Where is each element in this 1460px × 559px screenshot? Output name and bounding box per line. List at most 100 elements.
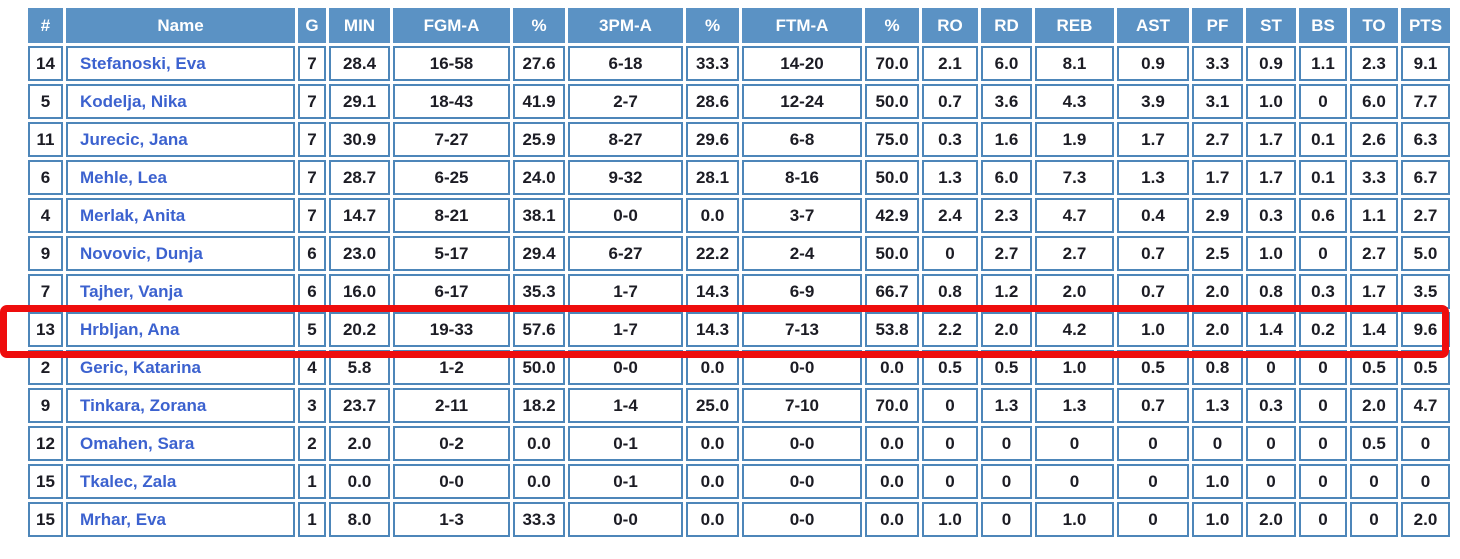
cell-fgma: 0-0: [393, 464, 510, 499]
cell-g: 7: [298, 84, 326, 119]
player-link[interactable]: Stefanoski, Eva: [80, 53, 206, 73]
cell-pf: 2.7: [1192, 122, 1243, 157]
column-header-min: MIN: [329, 8, 390, 43]
cell-ro: 0.5: [922, 350, 978, 385]
cell-fgpct: 25.9: [513, 122, 565, 157]
cell-bs: 0: [1299, 426, 1347, 461]
cell-ftma: 6-8: [742, 122, 862, 157]
cell-pf: 1.7: [1192, 160, 1243, 195]
cell-st: 1.0: [1246, 84, 1296, 119]
cell-tppct: 0.0: [686, 464, 739, 499]
table-body: 14 Stefanoski, Eva 7 28.4 16-58 27.6 6-18 33.3 1…: [28, 46, 1450, 537]
cell-num: 5: [28, 84, 63, 119]
cell-fgpct: 29.4: [513, 236, 565, 271]
cell-name: Tinkara, Zorana: [66, 388, 295, 423]
cell-bs: 0.1: [1299, 160, 1347, 195]
cell-rd: 3.6: [981, 84, 1032, 119]
table-row: 12 Omahen, Sara 2 2.0 0-2 0.0 0-1 0.0 0-0 0.0 0 0 0 0…: [28, 426, 1450, 461]
player-link[interactable]: Geric, Katarina: [80, 357, 201, 377]
cell-ast: 0.7: [1117, 236, 1189, 271]
cell-name: Novovic, Dunja: [66, 236, 295, 271]
cell-fgpct: 50.0: [513, 350, 565, 385]
cell-fgma: 6-25: [393, 160, 510, 195]
cell-num: 15: [28, 464, 63, 499]
cell-ftma: 6-9: [742, 274, 862, 309]
cell-pf: 0.8: [1192, 350, 1243, 385]
player-link[interactable]: Mehle, Lea: [80, 167, 167, 187]
cell-fgma: 1-2: [393, 350, 510, 385]
cell-bs: 0.1: [1299, 122, 1347, 157]
cell-rd: 1.3: [981, 388, 1032, 423]
cell-tpma: 1-4: [568, 388, 683, 423]
cell-reb: 0: [1035, 464, 1114, 499]
cell-fgma: 0-2: [393, 426, 510, 461]
player-link[interactable]: Novovic, Dunja: [80, 243, 203, 263]
cell-ro: 2.4: [922, 198, 978, 233]
player-link[interactable]: Kodelja, Nika: [80, 91, 187, 111]
cell-fgma: 16-58: [393, 46, 510, 81]
cell-fgma: 1-3: [393, 502, 510, 537]
cell-reb: 2.0: [1035, 274, 1114, 309]
cell-num: 7: [28, 274, 63, 309]
cell-ftma: 7-13: [742, 312, 862, 347]
player-link[interactable]: Tinkara, Zorana: [80, 395, 207, 415]
cell-g: 7: [298, 46, 326, 81]
cell-min: 23.0: [329, 236, 390, 271]
cell-pts: 0: [1401, 426, 1450, 461]
player-link[interactable]: Tkalec, Zala: [80, 471, 177, 491]
cell-bs: 0: [1299, 388, 1347, 423]
cell-ftma: 0-0: [742, 464, 862, 499]
cell-fgma: 5-17: [393, 236, 510, 271]
header-row: # Name G MIN FGM-A% 3PM-A% FTM-A% RO RD REB AST PF S…: [28, 8, 1450, 43]
cell-name: Tajher, Vanja: [66, 274, 295, 309]
cell-ftpct: 50.0: [865, 236, 919, 271]
cell-name: Merlak, Anita: [66, 198, 295, 233]
cell-pf: 0: [1192, 426, 1243, 461]
cell-ftpct: 70.0: [865, 388, 919, 423]
cell-ftpct: 50.0: [865, 160, 919, 195]
player-stats-table: # Name G MIN FGM-A% 3PM-A% FTM-A% RO RD REB AST PF S…: [25, 5, 1453, 540]
table-row: 5 Kodelja, Nika 7 29.1 18-43 41.9 2-7 28.6 12-24…: [28, 84, 1450, 119]
player-link[interactable]: Jurecic, Jana: [80, 129, 188, 149]
cell-min: 0.0: [329, 464, 390, 499]
cell-reb: 4.3: [1035, 84, 1114, 119]
cell-pts: 0.5: [1401, 350, 1450, 385]
cell-fgpct: 24.0: [513, 160, 565, 195]
column-header-ftpct: %: [865, 8, 919, 43]
cell-reb: 1.0: [1035, 350, 1114, 385]
player-link[interactable]: Tajher, Vanja: [80, 281, 183, 301]
cell-rd: 0: [981, 464, 1032, 499]
player-link[interactable]: Merlak, Anita: [80, 205, 186, 225]
cell-ro: 0: [922, 426, 978, 461]
column-header-to: TO: [1350, 8, 1398, 43]
cell-ftpct: 0.0: [865, 502, 919, 537]
cell-bs: 0: [1299, 464, 1347, 499]
cell-tpma: 0-0: [568, 198, 683, 233]
cell-tppct: 25.0: [686, 388, 739, 423]
cell-pts: 2.0: [1401, 502, 1450, 537]
player-link[interactable]: Omahen, Sara: [80, 433, 195, 453]
cell-tppct: 28.6: [686, 84, 739, 119]
cell-tpma: 8-27: [568, 122, 683, 157]
player-link[interactable]: Mrhar, Eva: [80, 509, 166, 529]
cell-fgma: 18-43: [393, 84, 510, 119]
cell-tppct: 29.6: [686, 122, 739, 157]
cell-ftpct: 0.0: [865, 426, 919, 461]
cell-min: 16.0: [329, 274, 390, 309]
cell-g: 1: [298, 502, 326, 537]
column-header-tppct: %: [686, 8, 739, 43]
cell-to: 0.5: [1350, 350, 1398, 385]
cell-g: 7: [298, 198, 326, 233]
cell-to: 2.7: [1350, 236, 1398, 271]
cell-pf: 2.9: [1192, 198, 1243, 233]
player-link[interactable]: Hrbljan, Ana: [80, 319, 180, 339]
cell-to: 1.1: [1350, 198, 1398, 233]
cell-tpma: 2-7: [568, 84, 683, 119]
table-row: 7 Tajher, Vanja 6 16.0 6-17 35.3 1-7 14.3 6-9 66.…: [28, 274, 1450, 309]
cell-ro: 0: [922, 388, 978, 423]
column-header-bs: BS: [1299, 8, 1347, 43]
cell-rd: 2.3: [981, 198, 1032, 233]
cell-ro: 2.2: [922, 312, 978, 347]
cell-ast: 0: [1117, 464, 1189, 499]
cell-g: 1: [298, 464, 326, 499]
